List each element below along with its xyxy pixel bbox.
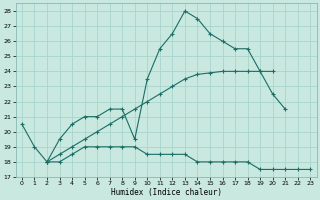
X-axis label: Humidex (Indice chaleur): Humidex (Indice chaleur) <box>111 188 221 197</box>
